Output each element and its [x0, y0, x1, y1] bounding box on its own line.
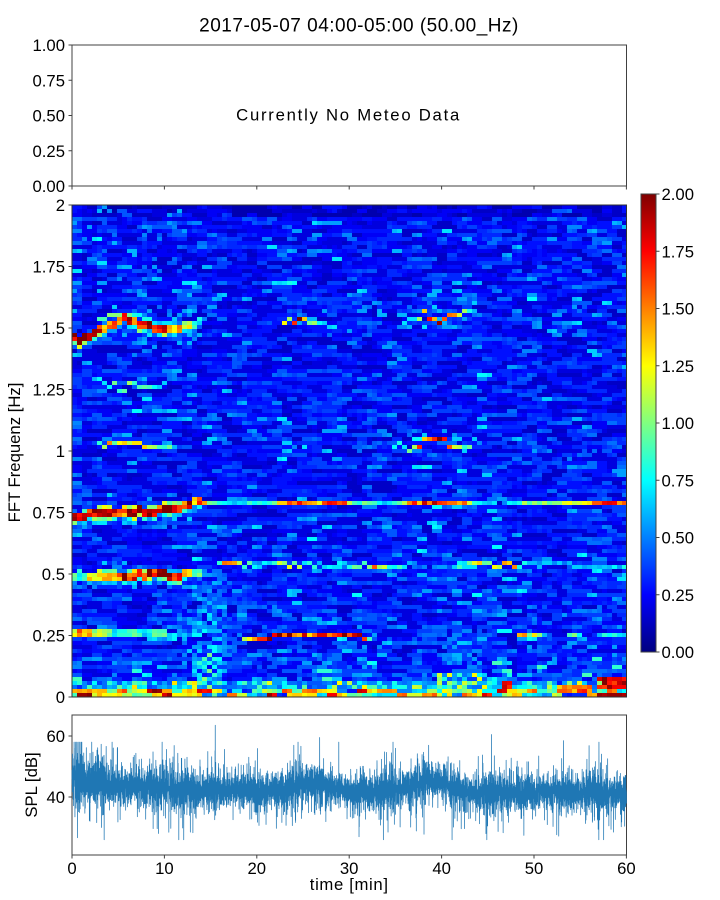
- svg-text:0.75: 0.75: [662, 471, 694, 490]
- svg-text:1.00: 1.00: [33, 36, 65, 55]
- svg-text:60: 60: [46, 727, 65, 746]
- svg-text:10: 10: [155, 859, 174, 878]
- svg-text:0.00: 0.00: [33, 177, 65, 196]
- svg-text:1.75: 1.75: [662, 242, 694, 261]
- svg-text:0.25: 0.25: [33, 627, 65, 646]
- svg-text:0.25: 0.25: [662, 586, 694, 605]
- svg-text:FFT Frequenz [Hz]: FFT Frequenz [Hz]: [5, 383, 24, 523]
- svg-text:40: 40: [46, 788, 65, 807]
- svg-text:0.50: 0.50: [662, 529, 694, 548]
- svg-text:1: 1: [56, 442, 65, 461]
- svg-text:1.5: 1.5: [42, 319, 65, 338]
- svg-text:60: 60: [617, 859, 636, 878]
- svg-text:0: 0: [67, 859, 76, 878]
- svg-text:1.75: 1.75: [33, 258, 65, 277]
- svg-text:40: 40: [432, 859, 451, 878]
- svg-text:1.25: 1.25: [662, 357, 694, 376]
- svg-text:0.50: 0.50: [33, 107, 65, 126]
- svg-text:30: 30: [340, 859, 359, 878]
- svg-text:0: 0: [56, 688, 65, 707]
- svg-text:0.75: 0.75: [33, 504, 65, 523]
- svg-text:0.75: 0.75: [33, 71, 65, 90]
- svg-text:20: 20: [248, 859, 267, 878]
- svg-text:SPL [dB]: SPL [dB]: [22, 752, 41, 817]
- svg-text:2: 2: [56, 196, 65, 215]
- svg-text:Currently No Meteo Data: Currently No Meteo Data: [236, 106, 461, 125]
- svg-text:0.25: 0.25: [33, 142, 65, 161]
- svg-text:time [min]: time [min]: [310, 875, 389, 894]
- svg-text:2017-05-07 04:00-05:00 (50.00_: 2017-05-07 04:00-05:00 (50.00_Hz): [199, 16, 519, 37]
- svg-text:0.00: 0.00: [662, 643, 694, 662]
- svg-text:2.00: 2.00: [662, 185, 694, 204]
- svg-text:1.00: 1.00: [662, 414, 694, 433]
- svg-text:1.25: 1.25: [33, 381, 65, 400]
- svg-text:0.5: 0.5: [42, 565, 65, 584]
- svg-text:50: 50: [525, 859, 544, 878]
- svg-text:1.50: 1.50: [662, 300, 694, 319]
